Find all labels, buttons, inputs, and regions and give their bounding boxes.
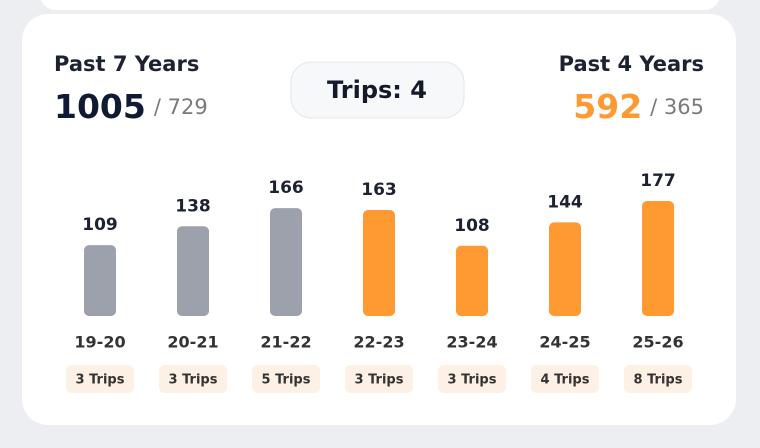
trips-count: Trips: 4 <box>327 76 427 104</box>
trip-pill <box>66 365 134 393</box>
trip-pill <box>345 365 413 393</box>
trip-label: 3 Trips <box>169 373 218 388</box>
category-label: 24-25 <box>539 333 590 352</box>
trip-pill <box>438 365 506 393</box>
category-label: 21-22 <box>260 333 311 352</box>
left-value: 1005 <box>54 87 146 126</box>
left-figure: 1005 / 729 <box>54 87 208 126</box>
right-value: 592 <box>573 87 642 126</box>
category-label: 19-20 <box>74 333 125 352</box>
trip-pill <box>531 365 599 393</box>
right-total: / 365 <box>650 95 704 119</box>
bar <box>84 245 116 316</box>
bar <box>177 226 209 316</box>
category-label: 23-24 <box>446 333 497 352</box>
right-figure: 592 / 365 <box>573 87 704 126</box>
trip-label: 4 Trips <box>541 373 590 388</box>
trip-label: 3 Trips <box>355 373 404 388</box>
trips-pill <box>290 61 465 119</box>
trip-pill <box>252 365 320 393</box>
bar <box>642 200 674 316</box>
left-title: Past 7 Years <box>54 52 199 76</box>
value-label: 109 <box>82 215 118 235</box>
value-label: 144 <box>547 192 583 212</box>
value-label: 163 <box>361 180 397 200</box>
trip-pill <box>159 365 227 393</box>
card-above <box>40 0 720 10</box>
trip-label: 5 Trips <box>262 373 311 388</box>
value-label: 166 <box>268 178 304 198</box>
category-label: 20-21 <box>167 333 218 352</box>
trip-pill <box>624 365 692 393</box>
bar <box>456 245 488 316</box>
value-label: 138 <box>175 196 211 216</box>
category-label: 22-23 <box>353 333 404 352</box>
bar <box>549 222 581 316</box>
left-total: / 729 <box>154 95 208 119</box>
value-label: 108 <box>454 216 490 236</box>
bar <box>270 208 302 316</box>
trip-label: 3 Trips <box>448 373 497 388</box>
trip-label: 8 Trips <box>634 373 683 388</box>
right-title: Past 4 Years <box>559 52 704 76</box>
category-label: 25-26 <box>632 333 683 352</box>
bar <box>363 210 395 316</box>
value-label: 177 <box>640 171 676 191</box>
trip-label: 3 Trips <box>76 373 125 388</box>
